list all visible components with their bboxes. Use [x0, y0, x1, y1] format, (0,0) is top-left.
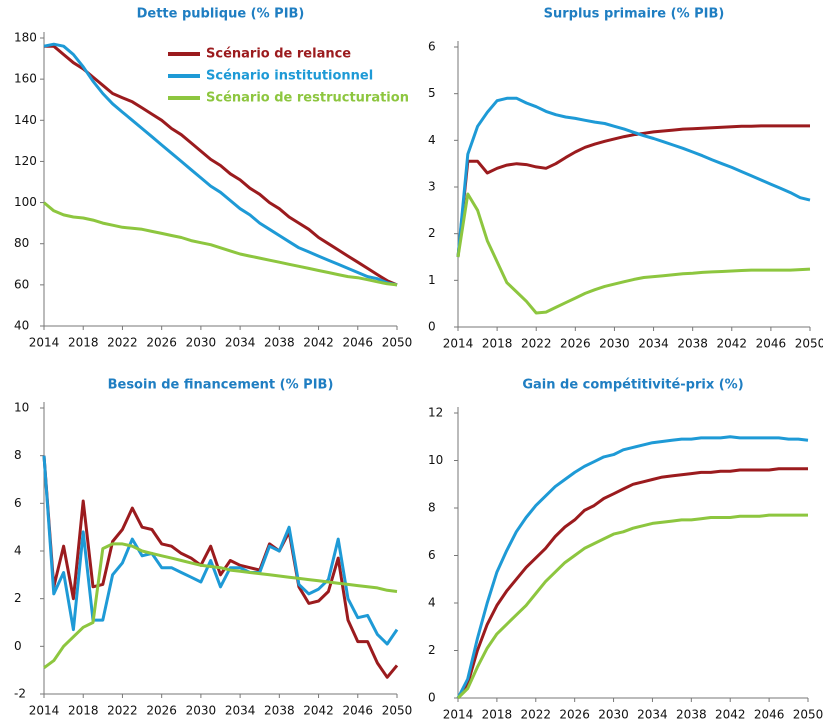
y-tick-label: 3 [428, 180, 436, 194]
x-tick-label: 2050 [382, 336, 413, 350]
y-tick-label: 2 [428, 643, 436, 657]
x-tick-label: 2042 [303, 336, 334, 350]
y-tick-label: 1 [428, 273, 436, 287]
x-tick-label: 2030 [598, 708, 629, 722]
y-tick-label: 6 [428, 548, 436, 562]
series-line [42, 455, 399, 646]
y-tick-label: 12 [428, 406, 443, 420]
x-tick-label: 2046 [754, 708, 785, 722]
y-tick-label: 4 [428, 596, 436, 610]
series-line [43, 42, 398, 287]
chart-title: Dette publique (% PIB) [137, 7, 305, 22]
x-tick-label: 2018 [68, 336, 99, 350]
x-tick-label: 2038 [676, 708, 707, 722]
x-tick-label: 2050 [793, 708, 823, 722]
x-tick-label: 2018 [68, 704, 99, 718]
y-tick-label: 40 [14, 319, 29, 333]
x-tick-label: 2046 [343, 704, 374, 718]
x-tick-label: 2050 [382, 704, 413, 718]
x-tick-label: 2026 [560, 337, 591, 351]
y-tick-label: 160 [14, 72, 37, 86]
x-tick-label: 2014 [29, 336, 60, 350]
y-tick-label: 0 [428, 320, 436, 334]
x-tick-label: 2022 [107, 704, 138, 718]
x-tick-label: 2042 [715, 708, 746, 722]
series-line [42, 455, 399, 679]
x-tick-label: 2046 [756, 337, 787, 351]
y-tick-label: 10 [428, 453, 443, 467]
series-line [43, 201, 398, 287]
series-line [43, 542, 398, 670]
x-tick-label: 2034 [638, 337, 669, 351]
x-tick-label: 2018 [482, 337, 513, 351]
x-tick-label: 2050 [795, 337, 823, 351]
x-tick-label: 2046 [343, 336, 374, 350]
x-tick-label: 2034 [225, 336, 256, 350]
y-tick-label: 2 [428, 226, 436, 240]
y-tick-label: 100 [14, 195, 37, 209]
y-tick-label: 0 [428, 691, 436, 705]
y-tick-label: 60 [14, 277, 29, 291]
x-tick-label: 2014 [443, 708, 474, 722]
y-tick-label: -2 [14, 687, 26, 701]
x-tick-label: 2018 [482, 708, 513, 722]
y-tick-label: 5 [428, 86, 436, 100]
x-tick-label: 2026 [559, 708, 590, 722]
series-line [456, 192, 811, 315]
y-tick-label: 6 [428, 40, 436, 54]
x-tick-label: 2038 [264, 704, 295, 718]
legend-label: Scénario de restructuration [206, 91, 409, 106]
x-tick-label: 2042 [717, 337, 748, 351]
chart-title: Surplus primaire (% PIB) [544, 7, 725, 22]
x-tick-label: 2034 [637, 708, 668, 722]
y-tick-label: 80 [14, 236, 29, 250]
series-line [456, 467, 808, 699]
chart-title: Gain de compétitivité-prix (%) [522, 378, 743, 393]
series-line [456, 124, 810, 258]
y-tick-label: 140 [14, 113, 37, 127]
x-tick-label: 2038 [677, 337, 708, 351]
series-line [456, 513, 808, 700]
x-tick-label: 2022 [107, 336, 138, 350]
y-tick-label: 10 [14, 401, 29, 415]
x-tick-label: 2022 [521, 708, 552, 722]
x-tick-label: 2026 [146, 704, 177, 718]
legend-label: Scénario de relance [206, 47, 351, 62]
y-tick-label: 4 [14, 544, 22, 558]
y-tick-label: 2 [14, 591, 22, 605]
series-line [456, 96, 811, 258]
y-tick-label: 0 [14, 639, 22, 653]
x-tick-label: 2042 [303, 704, 334, 718]
legend-label: Scénario institutionnel [206, 69, 373, 84]
series-line [456, 435, 809, 699]
x-tick-label: 2030 [599, 337, 630, 351]
y-tick-label: 8 [428, 501, 436, 515]
y-tick-label: 120 [14, 154, 37, 168]
x-tick-label: 2030 [186, 336, 217, 350]
chart-title: Besoin de financement (% PIB) [108, 378, 334, 393]
x-tick-label: 2014 [29, 704, 60, 718]
x-tick-label: 2034 [225, 704, 256, 718]
x-tick-label: 2038 [264, 336, 295, 350]
x-tick-label: 2014 [443, 337, 474, 351]
y-tick-label: 6 [14, 496, 22, 510]
x-tick-label: 2026 [146, 336, 177, 350]
y-tick-label: 4 [428, 133, 436, 147]
x-tick-label: 2022 [521, 337, 552, 351]
x-tick-label: 2030 [186, 704, 217, 718]
series-line [44, 44, 398, 287]
y-tick-label: 8 [14, 448, 22, 462]
y-tick-label: 180 [14, 31, 37, 45]
